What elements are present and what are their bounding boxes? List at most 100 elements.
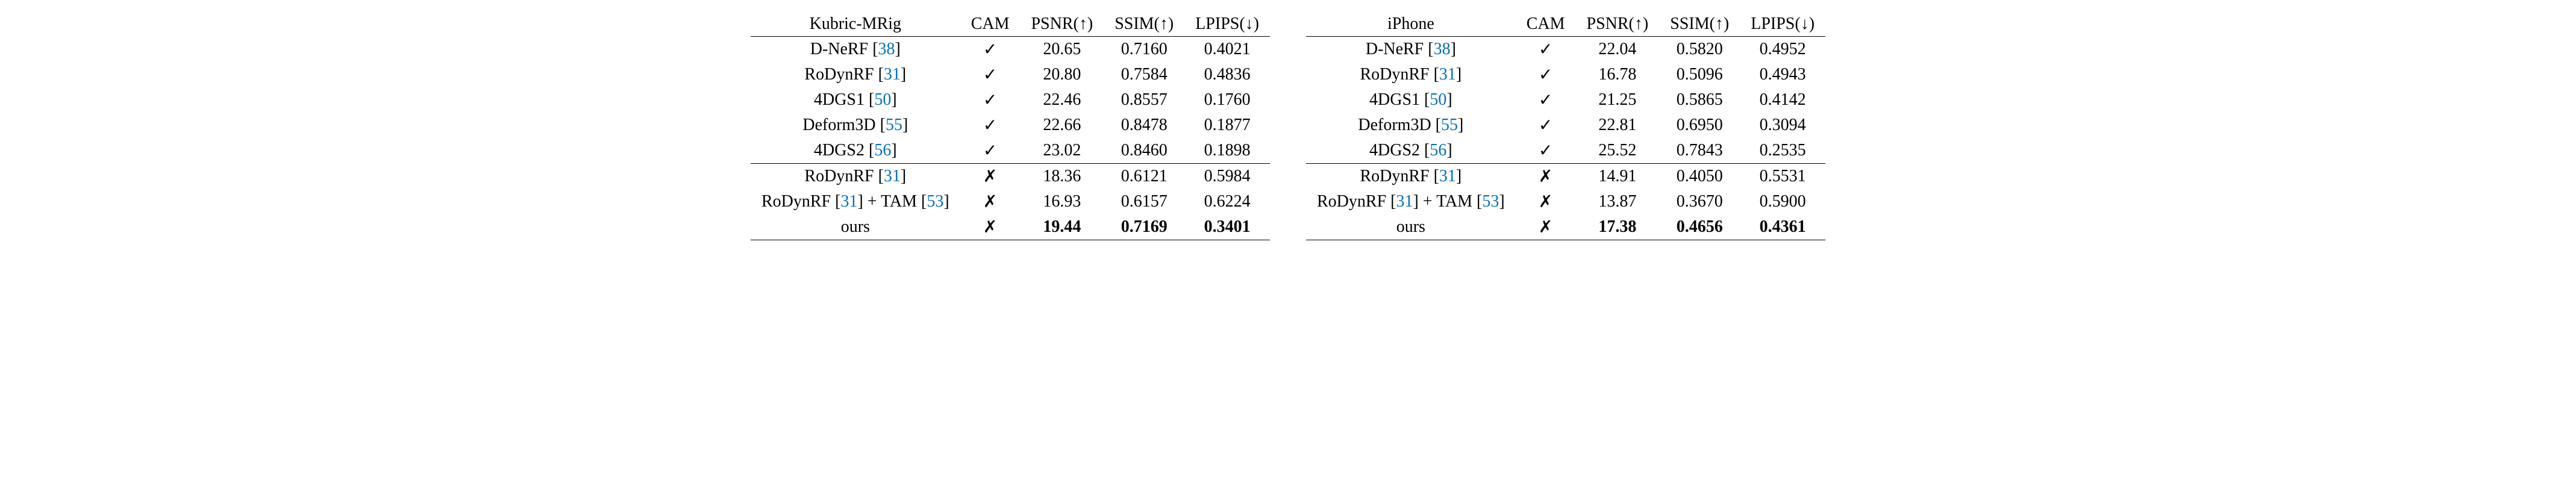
- ssim-cell: 0.7169: [1104, 214, 1184, 240]
- method-cell: RoDynRF [31]: [1306, 62, 1516, 87]
- psnr-header: PSNR(↑): [1020, 12, 1104, 37]
- citation-link[interactable]: 38: [1434, 40, 1451, 58]
- method-cell: RoDynRF [31]: [751, 164, 960, 190]
- ssim-cell: 0.6157: [1104, 189, 1184, 214]
- cam-cell: ✗: [960, 214, 1021, 240]
- method-cell: 4DGS2 [56]: [751, 138, 960, 164]
- lpips-header: LPIPS(↓): [1184, 12, 1270, 37]
- table-row: RoDynRF [31] + TAM [53]✗13.870.36700.590…: [1306, 189, 1825, 214]
- ssim-cell: 0.5820: [1659, 37, 1740, 63]
- table-row: D-NeRF [38]✓20.650.71600.4021: [751, 37, 1270, 63]
- cam-header: CAM: [1516, 12, 1576, 37]
- psnr-cell: 22.04: [1576, 37, 1660, 63]
- cam-cell: ✓: [960, 62, 1021, 87]
- table-row: Deform3D [55]✓22.810.69500.3094: [1306, 113, 1825, 138]
- citation-link[interactable]: 56: [1430, 141, 1446, 160]
- citation-link[interactable]: 56: [874, 141, 891, 160]
- cam-cell: ✗: [1516, 214, 1576, 240]
- psnr-cell: 16.78: [1576, 62, 1660, 87]
- psnr-cell: 18.36: [1020, 164, 1104, 190]
- table-body: D-NeRF [38]✓22.040.58200.4952RoDynRF [31…: [1306, 37, 1825, 240]
- ssim-cell: 0.8557: [1104, 87, 1184, 113]
- table-row: 4DGS2 [56]✓25.520.78430.2535: [1306, 138, 1825, 164]
- dataset-header: iPhone: [1306, 12, 1516, 37]
- ssim-cell: 0.6950: [1659, 113, 1740, 138]
- cam-cell: ✓: [1516, 138, 1576, 164]
- dataset-header: Kubric-MRig: [751, 12, 960, 37]
- ssim-cell: 0.4050: [1659, 164, 1740, 190]
- ssim-cell: 0.4656: [1659, 214, 1740, 240]
- table-row: Deform3D [55]✓22.660.84780.1877: [751, 113, 1270, 138]
- ssim-cell: 0.7584: [1104, 62, 1184, 87]
- psnr-cell: 22.66: [1020, 113, 1104, 138]
- lpips-cell: 0.5900: [1740, 189, 1825, 214]
- citation-link[interactable]: 53: [927, 192, 943, 211]
- cam-header: CAM: [960, 12, 1021, 37]
- method-cell: D-NeRF [38]: [1306, 37, 1516, 63]
- citation-link[interactable]: 38: [878, 40, 895, 58]
- table-row: D-NeRF [38]✓22.040.58200.4952: [1306, 37, 1825, 63]
- lpips-cell: 0.4943: [1740, 62, 1825, 87]
- cam-cell: ✓: [960, 87, 1021, 113]
- table-row: RoDynRF [31]✗14.910.40500.5531: [1306, 164, 1825, 190]
- citation-link[interactable]: 55: [1441, 116, 1458, 134]
- lpips-cell: 0.5531: [1740, 164, 1825, 190]
- lpips-cell: 0.1898: [1184, 138, 1270, 164]
- method-cell: ours: [751, 214, 960, 240]
- lpips-cell: 0.1760: [1184, 87, 1270, 113]
- method-cell: D-NeRF [38]: [751, 37, 960, 63]
- method-cell: Deform3D [55]: [751, 113, 960, 138]
- citation-link[interactable]: 31: [884, 65, 901, 84]
- method-cell: RoDynRF [31]: [1306, 164, 1516, 190]
- method-cell: 4DGS2 [56]: [1306, 138, 1516, 164]
- ssim-cell: 0.8460: [1104, 138, 1184, 164]
- table-row: 4DGS1 [50]✓22.460.85570.1760: [751, 87, 1270, 113]
- ssim-cell: 0.5865: [1659, 87, 1740, 113]
- psnr-cell: 20.65: [1020, 37, 1104, 63]
- citation-link[interactable]: 50: [874, 90, 891, 109]
- cam-cell: ✓: [960, 138, 1021, 164]
- citation-link[interactable]: 31: [1439, 167, 1456, 185]
- psnr-cell: 17.38: [1576, 214, 1660, 240]
- table-header-row: Kubric-MRig CAM PSNR(↑) SSIM(↑) LPIPS(↓): [751, 12, 1270, 37]
- table-row: RoDynRF [31] + TAM [53]✗16.930.61570.622…: [751, 189, 1270, 214]
- lpips-cell: 0.4952: [1740, 37, 1825, 63]
- ssim-cell: 0.5096: [1659, 62, 1740, 87]
- table-row: RoDynRF [31]✓16.780.50960.4943: [1306, 62, 1825, 87]
- table-row: ours✗19.440.71690.3401: [751, 214, 1270, 240]
- table-row: 4DGS2 [56]✓23.020.84600.1898: [751, 138, 1270, 164]
- citation-link[interactable]: 50: [1430, 90, 1446, 109]
- table-row: ours✗17.380.46560.4361: [1306, 214, 1825, 240]
- psnr-cell: 19.44: [1020, 214, 1104, 240]
- ssim-cell: 0.3670: [1659, 189, 1740, 214]
- lpips-cell: 0.3094: [1740, 113, 1825, 138]
- ssim-cell: 0.7843: [1659, 138, 1740, 164]
- cam-cell: ✗: [960, 164, 1021, 190]
- table-row: RoDynRF [31]✓20.800.75840.4836: [751, 62, 1270, 87]
- citation-link[interactable]: 53: [1482, 192, 1499, 211]
- lpips-cell: 0.4142: [1740, 87, 1825, 113]
- cam-cell: ✓: [960, 113, 1021, 138]
- citation-link[interactable]: 55: [886, 116, 902, 134]
- citation-link[interactable]: 31: [840, 192, 857, 211]
- psnr-header: PSNR(↑): [1576, 12, 1660, 37]
- cam-cell: ✗: [1516, 189, 1576, 214]
- method-cell: RoDynRF [31] + TAM [53]: [751, 189, 960, 214]
- ssim-header: SSIM(↑): [1659, 12, 1740, 37]
- psnr-cell: 21.25: [1576, 87, 1660, 113]
- cam-cell: ✓: [1516, 87, 1576, 113]
- citation-link[interactable]: 31: [1439, 65, 1456, 84]
- cam-cell: ✓: [1516, 113, 1576, 138]
- lpips-cell: 0.4021: [1184, 37, 1270, 63]
- psnr-cell: 16.93: [1020, 189, 1104, 214]
- citation-link[interactable]: 31: [1396, 192, 1413, 211]
- table-row: 4DGS1 [50]✓21.250.58650.4142: [1306, 87, 1825, 113]
- cam-cell: ✗: [1516, 164, 1576, 190]
- lpips-cell: 0.1877: [1184, 113, 1270, 138]
- method-cell: RoDynRF [31] + TAM [53]: [1306, 189, 1516, 214]
- psnr-cell: 22.46: [1020, 87, 1104, 113]
- citation-link[interactable]: 31: [884, 167, 901, 185]
- method-cell: RoDynRF [31]: [751, 62, 960, 87]
- lpips-cell: 0.4836: [1184, 62, 1270, 87]
- table-row: RoDynRF [31]✗18.360.61210.5984: [751, 164, 1270, 190]
